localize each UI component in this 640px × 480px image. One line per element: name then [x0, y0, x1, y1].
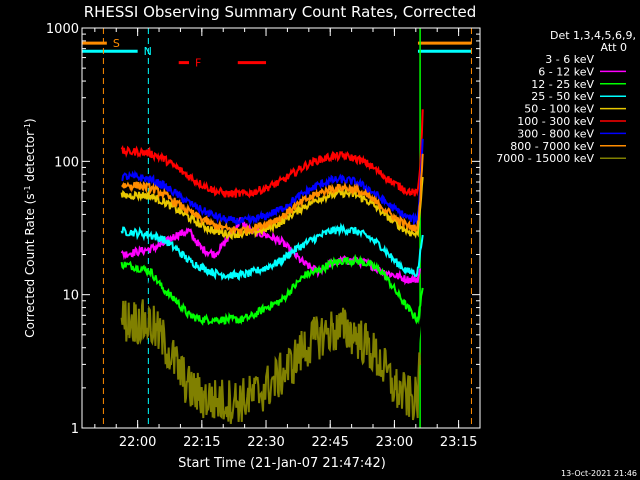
legend-label-800-7000-kev: 800 - 7000 keV	[510, 140, 594, 153]
series-7000-15000-kev	[120, 299, 422, 424]
x-axis-label: Start Time (21-Jan-07 21:47:42)	[178, 456, 386, 471]
y-axis: 1 10 100 1000	[46, 22, 480, 437]
y-axis-label-sup2: -1	[23, 123, 32, 131]
y-axis-label-mid: detector	[23, 131, 37, 186]
y-tick-label-1000: 1000	[46, 22, 79, 37]
x-tick-label-22-00: 22:00	[119, 435, 156, 450]
x-axis: 22:00 22:15 22:30 22:45 23:00 23:15	[94, 28, 481, 450]
series-3-6-kev	[120, 240, 424, 360]
legend-label-25-50-kev: 25 - 50 keV	[531, 90, 594, 103]
legend-label-7000-15000-kev: 7000 - 15000 keV	[496, 152, 594, 165]
legend-label-50-100-kev: 50 - 100 keV	[524, 103, 594, 116]
chart-title: RHESSI Observing Summary Count Rates, Co…	[84, 3, 477, 21]
legend-label-100-300-kev: 100 - 300 keV	[517, 115, 594, 128]
legend-label-3-6-kev: 3 - 6 keV	[545, 53, 594, 66]
y-axis-label: Corrected Count Rate (s-1 detector-1)	[23, 118, 37, 337]
flag-label-s: S	[113, 37, 120, 50]
legend-label-300-800-kev: 300 - 800 keV	[517, 127, 594, 140]
y-tick-label-100: 100	[54, 155, 79, 170]
series-800-7000-kev	[121, 153, 424, 237]
series-300-800-kev	[121, 138, 424, 227]
date-stamp: 13-Oct-2021 21:46	[561, 469, 637, 478]
series-layer	[120, 109, 424, 424]
flags-layer: S N F	[82, 37, 472, 70]
series-50-100-kev	[120, 176, 424, 241]
legend-header-attenuator: Att 0	[601, 41, 627, 54]
y-axis-label-sup1: -1	[23, 185, 32, 193]
legend-header-detectors: Det 1,3,4,5,6,9,	[550, 29, 636, 42]
y-axis-label-main: Corrected Count Rate (s	[23, 193, 37, 337]
x-tick-label-22-45: 22:45	[311, 435, 348, 450]
x-tick-label-22-30: 22:30	[247, 435, 284, 450]
y-tick-label-10: 10	[62, 289, 79, 304]
x-tick-label-23-15: 23:15	[440, 435, 477, 450]
legend-label-6-12-kev: 6 - 12 keV	[538, 65, 594, 78]
y-tick-label-1: 1	[71, 422, 79, 437]
series-100-300-kev	[120, 109, 424, 199]
y-axis-label-end: )	[23, 118, 37, 123]
flag-label-n: N	[144, 45, 152, 58]
legend-label-12-25-kev: 12 - 25 keV	[531, 78, 594, 91]
series-25-50-kev	[120, 222, 424, 282]
series-12-25-kev	[120, 253, 424, 326]
flag-label-f: F	[195, 57, 201, 70]
x-tick-label-22-15: 22:15	[183, 435, 220, 450]
plot-frame	[81, 27, 481, 429]
x-tick-label-23-00: 23:00	[376, 435, 413, 450]
